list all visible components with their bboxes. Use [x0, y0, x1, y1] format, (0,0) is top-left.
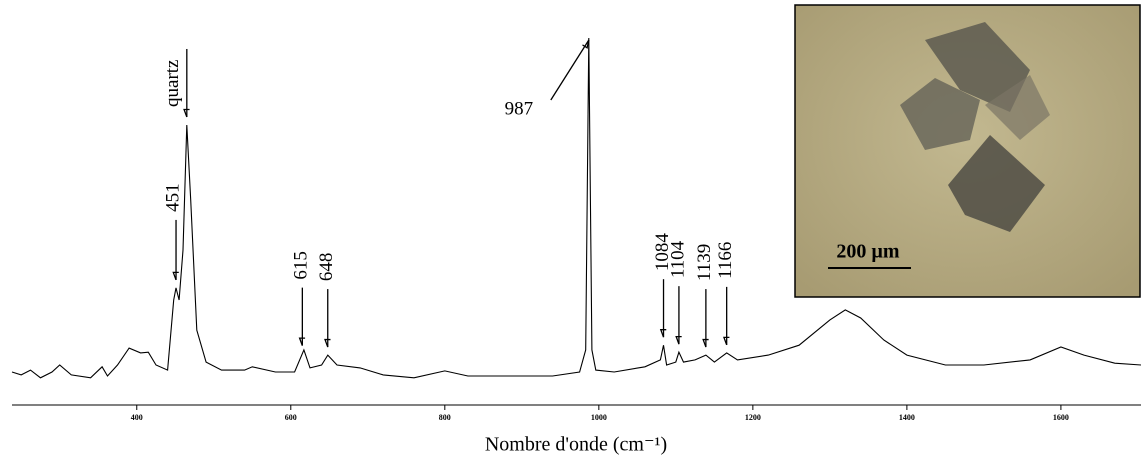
- x-tick-label: 800: [439, 413, 451, 422]
- x-tick-label: 400: [131, 413, 143, 422]
- peak-label: 648: [316, 253, 337, 282]
- x-axis-label: Nombre d'onde (cm⁻¹): [485, 434, 667, 456]
- arrow-head: [298, 337, 306, 346]
- x-tick-label: 1400: [899, 413, 915, 422]
- peak-label: quartz: [162, 59, 183, 106]
- peak-label: 1104: [667, 240, 688, 278]
- spectrum-line: [11, 37, 1141, 379]
- x-tick-label: 1000: [591, 413, 607, 422]
- arrow-head: [582, 39, 590, 49]
- peak-label: 1139: [694, 244, 715, 281]
- peak-label: 987: [505, 98, 534, 119]
- arrow-head: [659, 329, 667, 338]
- arrow-head: [702, 338, 709, 348]
- arrow: [550, 39, 590, 101]
- x-tick-label: 1600: [1053, 413, 1069, 422]
- arrow-head: [172, 271, 179, 281]
- peak-label: 1084: [652, 233, 673, 272]
- arrow-head: [324, 338, 331, 348]
- crystal: [985, 75, 1050, 140]
- arrow-head: [723, 336, 730, 346]
- crystal: [900, 78, 980, 150]
- crystal: [925, 22, 1030, 112]
- arrow-head: [183, 108, 190, 118]
- peak-label: 615: [291, 251, 312, 280]
- arrow-head: [675, 335, 682, 345]
- inset-photo: 200 µm: [794, 4, 1141, 298]
- scale-label: 200 µm: [836, 241, 900, 263]
- x-tick-label: 600: [285, 413, 297, 422]
- x-tick-label: 1200: [745, 413, 761, 422]
- crystal: [948, 135, 1045, 232]
- peak-label: 1166: [715, 242, 736, 279]
- peak-label: 451: [162, 183, 183, 212]
